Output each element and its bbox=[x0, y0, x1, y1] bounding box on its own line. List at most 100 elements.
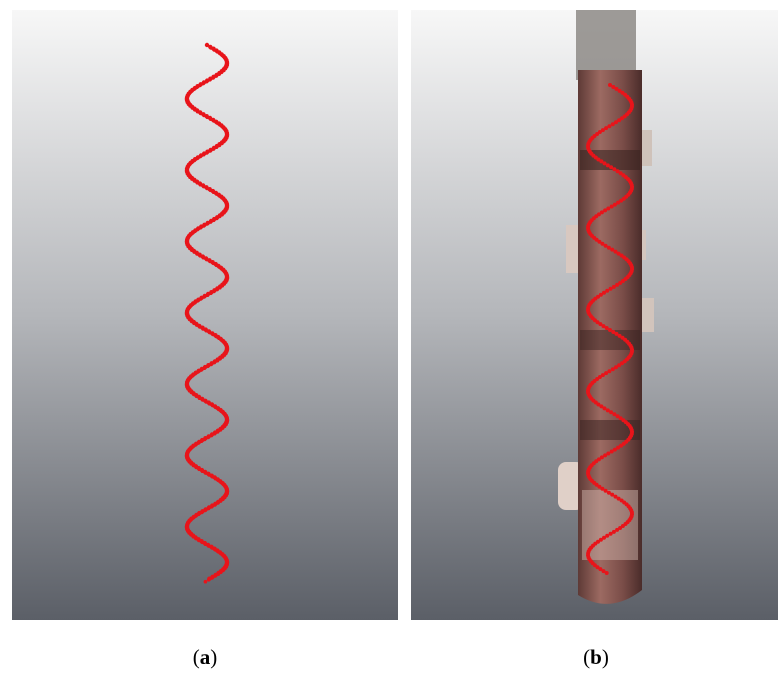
point bbox=[600, 128, 605, 133]
point bbox=[199, 539, 204, 544]
point bbox=[598, 322, 603, 327]
point bbox=[617, 363, 622, 368]
label-letter: b bbox=[590, 645, 602, 669]
point bbox=[603, 208, 608, 213]
point bbox=[602, 535, 606, 540]
point bbox=[197, 323, 202, 329]
point bbox=[204, 42, 210, 48]
point bbox=[203, 256, 209, 261]
point-cloud bbox=[558, 10, 654, 604]
point bbox=[596, 157, 601, 162]
label-letter: a bbox=[200, 645, 211, 669]
point bbox=[208, 218, 214, 224]
panel-a-label: (a) bbox=[193, 645, 218, 669]
point bbox=[606, 451, 611, 456]
point bbox=[602, 290, 606, 295]
point bbox=[206, 363, 211, 368]
point bbox=[205, 220, 210, 226]
point bbox=[607, 124, 612, 129]
point bbox=[614, 331, 619, 336]
point bbox=[601, 324, 606, 329]
point bbox=[614, 365, 618, 370]
point bbox=[610, 492, 615, 497]
point bbox=[197, 252, 202, 257]
point bbox=[615, 282, 620, 287]
point bbox=[617, 88, 622, 93]
point bbox=[203, 579, 208, 584]
point bbox=[612, 167, 617, 172]
point bbox=[613, 249, 618, 254]
point bbox=[599, 210, 604, 215]
point bbox=[612, 447, 617, 452]
point bbox=[600, 486, 605, 491]
point bbox=[203, 398, 208, 403]
point bbox=[605, 533, 610, 538]
panel-a-background bbox=[12, 10, 398, 620]
point bbox=[611, 529, 616, 534]
point bbox=[604, 326, 609, 330]
point bbox=[611, 284, 616, 289]
point bbox=[211, 145, 217, 151]
point bbox=[604, 126, 609, 131]
point bbox=[210, 574, 215, 579]
point bbox=[205, 78, 210, 83]
point bbox=[209, 432, 215, 437]
point bbox=[609, 204, 614, 209]
point bbox=[598, 292, 603, 297]
point bbox=[203, 436, 208, 441]
point bbox=[203, 327, 208, 332]
point bbox=[205, 542, 211, 548]
panel-b-label: (b) bbox=[583, 645, 609, 669]
point bbox=[610, 122, 615, 127]
point bbox=[619, 443, 624, 448]
point bbox=[605, 288, 610, 293]
point bbox=[600, 373, 605, 378]
point bbox=[620, 361, 624, 366]
point bbox=[595, 565, 600, 570]
point bbox=[202, 469, 208, 475]
point bbox=[612, 202, 617, 207]
point bbox=[208, 76, 213, 81]
point bbox=[605, 408, 610, 413]
point bbox=[602, 406, 607, 411]
point bbox=[617, 333, 622, 338]
point bbox=[202, 151, 207, 156]
point bbox=[604, 571, 609, 575]
point bbox=[200, 325, 205, 330]
point bbox=[605, 163, 610, 168]
label-close: ) bbox=[210, 645, 217, 669]
point bbox=[596, 402, 601, 407]
point bbox=[616, 200, 621, 205]
point bbox=[617, 118, 622, 123]
point bbox=[210, 503, 215, 508]
point bbox=[206, 400, 211, 405]
point bbox=[615, 169, 620, 174]
point bbox=[608, 531, 613, 536]
point bbox=[599, 404, 604, 409]
point bbox=[603, 453, 608, 458]
point bbox=[202, 364, 208, 370]
point bbox=[207, 187, 212, 192]
point bbox=[200, 183, 206, 188]
point bbox=[204, 185, 209, 190]
point bbox=[613, 494, 618, 499]
point bbox=[600, 241, 605, 246]
point bbox=[204, 114, 209, 119]
point bbox=[618, 416, 623, 421]
point bbox=[206, 434, 211, 439]
point bbox=[202, 293, 207, 299]
point bbox=[599, 455, 604, 460]
point bbox=[616, 445, 621, 450]
point bbox=[603, 243, 608, 248]
point bbox=[594, 237, 599, 242]
point bbox=[597, 130, 602, 134]
point bbox=[611, 330, 616, 334]
point bbox=[603, 488, 608, 493]
point bbox=[201, 112, 206, 117]
point bbox=[615, 414, 620, 419]
point bbox=[200, 254, 205, 259]
point bbox=[206, 505, 212, 510]
point bbox=[608, 286, 613, 291]
point bbox=[202, 540, 207, 546]
